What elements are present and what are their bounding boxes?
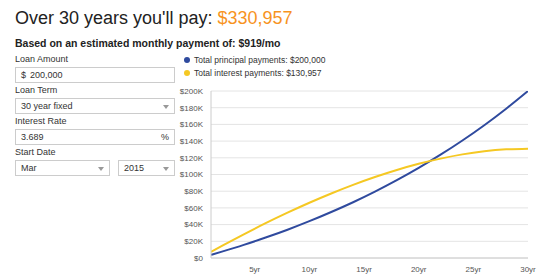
svg-text:15yr: 15yr [356, 265, 372, 274]
svg-text:25yr: 25yr [466, 265, 482, 274]
html-text:30 year fixed: 30 year fixed [21, 101, 73, 111]
svg-text:20yr: 20yr [411, 265, 427, 274]
svg-text:$40K: $40K [184, 220, 203, 229]
html-text:Over 30 years you'll pay: $330: Over 30 years you'll pay: $330,957 [15, 8, 293, 28]
html-text:Loan Term: Loan Term [15, 85, 58, 95]
svg-text:$80K: $80K [184, 187, 203, 196]
svg-text:$20K: $20K [184, 237, 203, 246]
html-text:Total interest payments: $130,: Total interest payments: $130,957 [194, 67, 322, 78]
svg-text:10yr: 10yr [302, 265, 318, 274]
html-text:Interest Rate: Interest Rate [15, 116, 67, 126]
html-text:Mar: Mar [21, 163, 37, 173]
svg-text:$100K: $100K [180, 170, 204, 179]
svg-text:$60K: $60K [184, 204, 203, 213]
svg-text:$120K: $120K [180, 154, 204, 163]
html-text:Based on an estimated monthly: Based on an estimated monthly payment of… [15, 37, 281, 49]
html-text:Loan Amount: Loan Amount [15, 54, 68, 64]
svg-text:$200K: $200K [180, 87, 204, 96]
html-text:2015: 2015 [124, 163, 144, 173]
html-text:Start Date: Start Date [15, 147, 56, 157]
html-text:Total principal payments: $200: Total principal payments: $200,000 [194, 54, 326, 65]
svg-text:$140K: $140K [180, 137, 204, 146]
svg-text:$160K: $160K [180, 120, 204, 129]
svg-text:5yr: 5yr [249, 265, 260, 274]
html-text:200,000: 200,000 [30, 70, 63, 80]
svg-text:$0: $0 [194, 254, 203, 263]
svg-text:30yr: 30yr [520, 265, 535, 274]
html-text:3.689: 3.689 [21, 132, 44, 142]
svg-text:$180K: $180K [180, 104, 204, 113]
